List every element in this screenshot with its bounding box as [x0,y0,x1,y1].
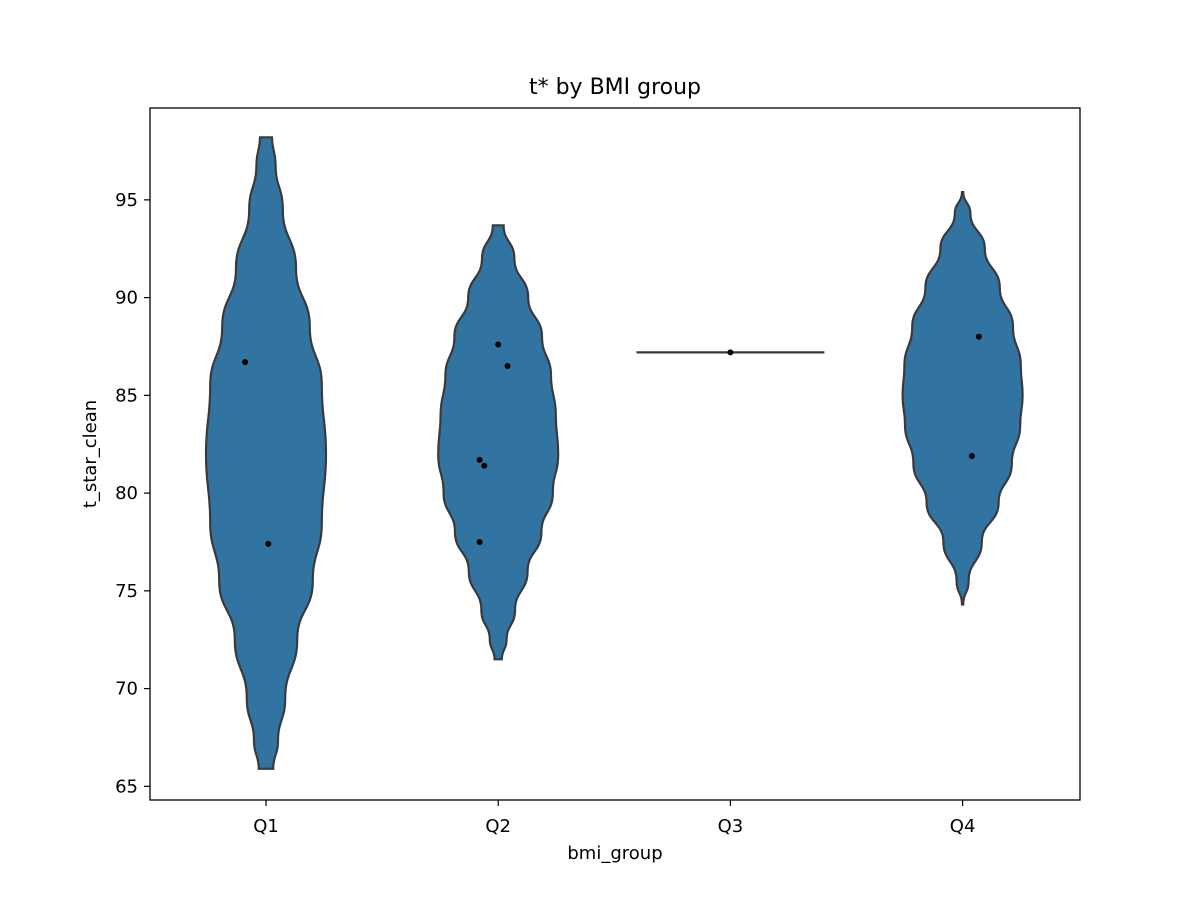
data-point-q2-2 [476,456,483,463]
data-point-q2-6 [476,538,483,545]
y-axis-label: t_star_clean [80,400,101,508]
y-tick-label-70: 70 [115,679,138,700]
y-tick-label-65: 65 [115,776,138,797]
x-axis-ticks: Q1 Q2 Q3 Q4 [253,800,975,837]
y-tick-label-90: 90 [115,288,138,309]
violin-q1 [204,136,328,770]
data-point-q2-4 [495,341,502,348]
data-point-q2-3 [481,462,488,469]
data-point-q4-9 [968,452,975,459]
data-point-q2-5 [504,363,511,370]
y-tick-label-95: 95 [115,190,138,211]
data-point-q4-8 [975,333,982,340]
x-tick-label-q3: Q3 [718,816,744,837]
y-tick-label-75: 75 [115,581,138,602]
violin-q2 [437,224,560,661]
plot-area [204,136,1024,770]
data-point-q1-0 [242,359,249,366]
x-tick-label-q2: Q2 [485,816,511,837]
violin-q4 [901,190,1024,606]
x-tick-label-q4: Q4 [950,816,976,837]
data-point-q3-7 [727,349,734,356]
x-axis-label: bmi_group [567,843,662,864]
y-axis-ticks: 65 70 75 80 85 90 95 [115,190,150,797]
x-tick-label-q1: Q1 [253,816,279,837]
data-point-q1-1 [265,540,272,547]
axes-frame [149,107,1081,801]
y-tick-label-85: 85 [115,385,138,406]
y-tick-label-80: 80 [115,483,138,504]
chart-title: t* by BMI group [529,75,701,100]
